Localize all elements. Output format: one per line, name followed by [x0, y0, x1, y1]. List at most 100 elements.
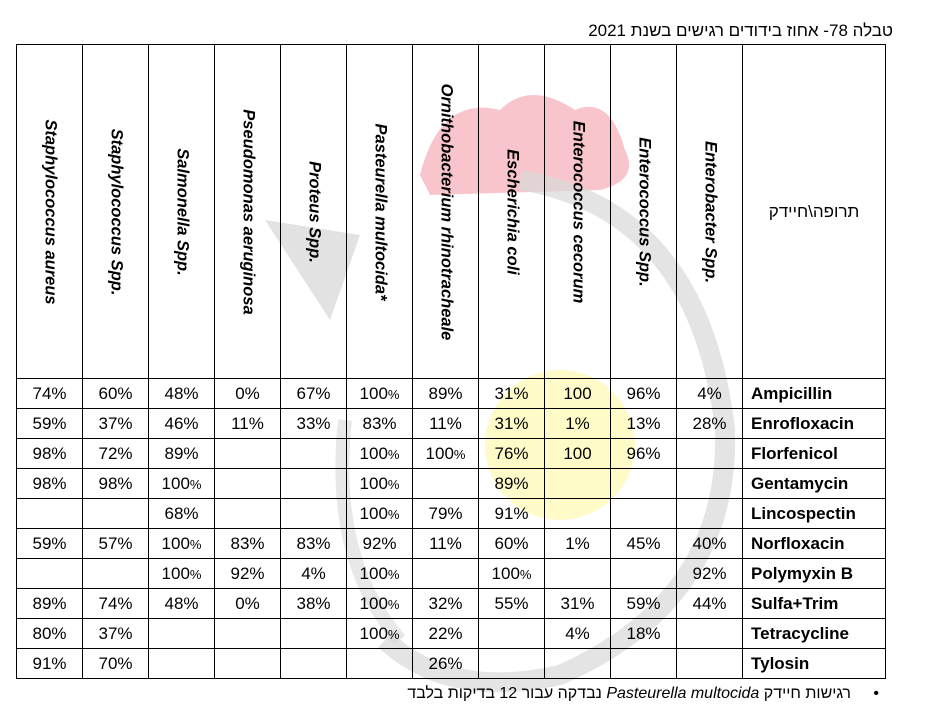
column-header-bacterium: Staphylococcus Spp.	[82, 44, 149, 379]
table-cell	[676, 468, 743, 499]
table-cell	[544, 648, 611, 679]
table-cell: 0%	[214, 588, 281, 619]
table-cell: 70%	[82, 648, 149, 679]
table-cell	[280, 498, 347, 529]
table-cell: 100%	[346, 558, 413, 589]
table-row: 98% 98% 100% 100% 89% Gentamycin	[16, 468, 886, 499]
table-cell: 46%	[148, 408, 215, 439]
table-cell: 38%	[280, 588, 347, 619]
table-cell: 0%	[214, 378, 281, 409]
table-cell: 31%	[544, 588, 611, 619]
bacterium-name: Enterococcus cecorum	[569, 120, 587, 303]
column-header-bacterium: Enterococcus Spp.	[610, 44, 677, 379]
table-cell: 72%	[82, 438, 149, 469]
table-cell	[16, 498, 83, 529]
table-cell	[214, 438, 281, 469]
table-cell: 83%	[214, 528, 281, 559]
drug-name: Sulfa+Trim	[742, 588, 886, 619]
column-header-bacterium: Staphylococcus aureus	[16, 44, 83, 379]
table-cell	[610, 648, 677, 679]
table-cell: 26%	[412, 648, 479, 679]
table-cell: 89%	[478, 468, 545, 499]
column-header-bacterium: Escherichia coli	[478, 44, 545, 379]
table-cell: 74%	[16, 378, 83, 409]
table-row: 68% 100% 79% 91% Lincospectin	[16, 498, 886, 529]
table-cell: 37%	[82, 408, 149, 439]
table-cell: 31%	[478, 408, 545, 439]
table-cell	[412, 468, 479, 499]
footnote-suffix: נבדקה עבור 12 בדיקות בלבד	[407, 685, 602, 702]
bacterium-name: Enterobacter Spp.	[701, 140, 719, 283]
table-cell: 44%	[676, 588, 743, 619]
table-cell: 76%	[478, 438, 545, 469]
column-header-bacterium: Pseudomonas aeruginosa	[214, 44, 281, 379]
table-cell	[610, 468, 677, 499]
table-cell: 92%	[214, 558, 281, 589]
table-cell: 98%	[16, 438, 83, 469]
header-row: Staphylococcus aureus Staphylococcus Spp.…	[16, 44, 886, 379]
table-cell: 92%	[346, 528, 413, 559]
table-cell: 31%	[478, 378, 545, 409]
table-cell	[82, 558, 149, 589]
table-cell: 100%	[346, 618, 413, 649]
table-cell	[676, 648, 743, 679]
drug-name: Lincospectin	[742, 498, 886, 529]
table-cell: 67%	[280, 378, 347, 409]
table-cell: 89%	[412, 378, 479, 409]
bacterium-name: Staphylococcus aureus	[41, 118, 59, 305]
table-cell	[280, 468, 347, 499]
bacterium-name: Salmonella Spp.	[173, 147, 191, 276]
footnote: • רגישות חיידק Pasteurella multocida נבד…	[407, 684, 879, 704]
table-cell: 68%	[148, 498, 215, 529]
table-cell: 1%	[544, 408, 611, 439]
footnote-prefix: רגישות חיידק	[763, 685, 851, 702]
table-cell: 79%	[412, 498, 479, 529]
table-cell: 100	[544, 438, 611, 469]
table-cell	[280, 438, 347, 469]
table-cell	[148, 618, 215, 649]
table-cell: 32%	[412, 588, 479, 619]
column-header-drug: תרופה\חיידק	[742, 44, 886, 379]
table-cell	[214, 648, 281, 679]
table-cell: 11%	[214, 408, 281, 439]
table-cell	[478, 618, 545, 649]
table-cell: 89%	[148, 438, 215, 469]
table-row: 91% 70% 26% Tylosin	[16, 648, 886, 679]
bullet: •	[873, 685, 879, 702]
table-cell: 100%	[346, 588, 413, 619]
table-cell	[478, 648, 545, 679]
table-cell: 28%	[676, 408, 743, 439]
table-row: 59% 57% 100% 83% 83% 92% 11% 60% 1% 45% 40% Norflox…	[16, 528, 886, 559]
table-cell: 57%	[82, 528, 149, 559]
column-header-bacterium: Enterobacter Spp.	[676, 44, 743, 379]
table-cell: 60%	[478, 528, 545, 559]
table-cell	[544, 468, 611, 499]
table-cell	[676, 498, 743, 529]
table-cell: 96%	[610, 378, 677, 409]
table-cell: 11%	[412, 528, 479, 559]
sensitivity-table: Staphylococcus aureus Staphylococcus Spp.…	[16, 44, 886, 679]
table-cell: 89%	[16, 588, 83, 619]
table-cell: 100%	[346, 438, 413, 469]
table-cell: 4%	[544, 618, 611, 649]
table-cell	[148, 648, 215, 679]
table-cell: 37%	[82, 618, 149, 649]
table-row: 74% 60% 48% 0% 67% 100% 89% 31% 100 96% 4% Ampicill…	[16, 378, 886, 409]
table-cell: 100%	[148, 468, 215, 499]
table-cell: 91%	[478, 498, 545, 529]
table-cell: 59%	[610, 588, 677, 619]
bacterium-name: Pasteurella multocida*	[371, 123, 389, 300]
table-cell: 100%	[478, 558, 545, 589]
table-cell: 33%	[280, 408, 347, 439]
table-cell: 48%	[148, 588, 215, 619]
table-cell: 100%	[148, 558, 215, 589]
table-cell: 74%	[82, 588, 149, 619]
table-cell	[280, 648, 347, 679]
table-cell	[676, 438, 743, 469]
table-row: 89% 74% 48% 0% 38% 100% 32% 55% 31% 59% 44% Sulfa+T…	[16, 588, 886, 619]
table-cell: 100%	[346, 378, 413, 409]
table-cell: 4%	[280, 558, 347, 589]
column-header-bacterium: Salmonella Spp.	[148, 44, 215, 379]
table-cell: 96%	[610, 438, 677, 469]
table-cell: 100%	[412, 438, 479, 469]
